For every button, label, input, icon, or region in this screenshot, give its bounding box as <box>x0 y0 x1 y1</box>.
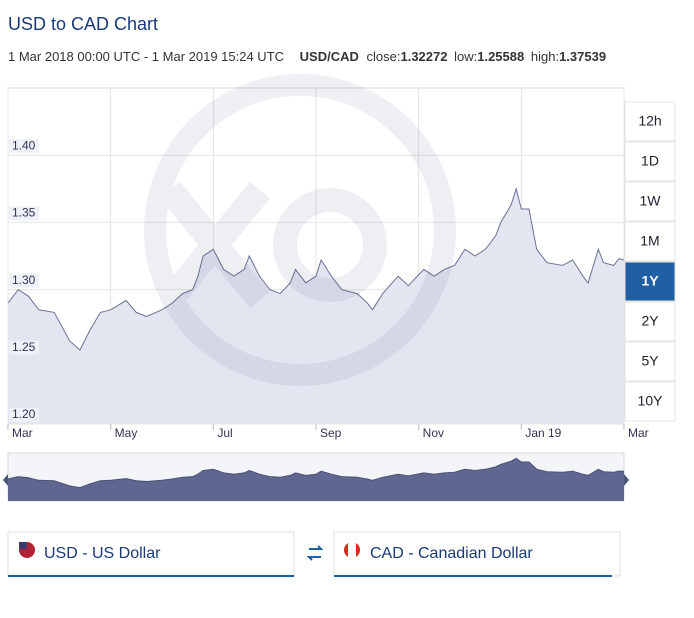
price-line <box>7 186 625 351</box>
y-tick-bg <box>9 408 39 422</box>
y-tick-bg <box>9 273 39 288</box>
period-label: 1D <box>641 153 659 169</box>
x-tick-label: Sep <box>320 426 342 440</box>
y-tick-bg <box>9 206 39 221</box>
y-tick-bg <box>9 340 39 355</box>
high: 1.37539 <box>559 49 606 64</box>
period-label: 1W <box>640 193 662 209</box>
x-tick-label: Mar <box>12 426 33 440</box>
axis-labels: 1.20 1.25 1.30 1.35 1.40 Mar May Jul Sep Nov Jan 1… <box>7 138 649 440</box>
x-tick-label: Mar <box>628 426 649 440</box>
high-label: high: <box>531 49 559 64</box>
close-label: close: <box>367 49 401 64</box>
y-tick-label: 1.40 <box>12 138 36 152</box>
range: 1 Mar 2018 00:00 UTC - 1 Mar 2019 15:24 … <box>8 49 284 64</box>
chart-title: USD to CAD Chart <box>8 14 158 34</box>
us-flag-canton <box>19 542 27 549</box>
series <box>7 186 625 424</box>
period-button[interactable] <box>624 381 676 422</box>
period-label: 2Y <box>641 313 659 329</box>
from-select[interactable] <box>7 531 295 577</box>
y-tick-bg <box>9 139 39 154</box>
period-label: 1Y <box>641 273 659 289</box>
period-button[interactable] <box>624 261 676 302</box>
period-label: 12h <box>638 113 661 129</box>
period-label: 10Y <box>638 393 664 409</box>
x-tick-label: Jan 19 <box>525 426 561 440</box>
from-currency: USD - US Dollar <box>44 545 161 562</box>
period-button[interactable] <box>624 341 676 382</box>
navigator-series <box>7 457 625 501</box>
x-tick-label: Jul <box>217 426 232 440</box>
pair: USD/CAD <box>300 49 359 64</box>
y-tick-label: 1.35 <box>12 206 36 220</box>
y-tick-label: 1.20 <box>12 407 36 421</box>
y-tick-label: 1.25 <box>12 340 36 354</box>
close: 1.32272 <box>400 49 447 64</box>
period-label: 1M <box>640 233 659 249</box>
y-tick-label: 1.30 <box>12 273 36 287</box>
summary: 1 Mar 2018 00:00 UTC - 1 Mar 2019 15:24 … <box>8 49 606 64</box>
navigator-line <box>7 457 625 489</box>
period-button[interactable] <box>624 221 676 262</box>
navigator-area <box>8 458 624 501</box>
period-button[interactable] <box>624 181 676 222</box>
x-tick-label: Nov <box>423 426 444 440</box>
swap-button[interactable] <box>306 545 324 561</box>
period-button[interactable] <box>624 301 676 342</box>
period-button[interactable] <box>624 141 676 182</box>
period-buttons: 12h 1D 1W 1M 1Y 2Y 5Y 10Y <box>624 101 676 422</box>
low-label: low: <box>454 49 477 64</box>
period-label: 5Y <box>641 353 659 369</box>
to-select[interactable] <box>333 531 621 577</box>
ca-flag-center <box>348 542 356 558</box>
low: 1.25588 <box>477 49 524 64</box>
to-currency: CAD - Canadian Dollar <box>370 545 533 562</box>
period-button[interactable] <box>624 101 676 142</box>
watermark <box>144 74 456 386</box>
price-area <box>8 188 624 424</box>
x-tick-label: May <box>115 426 138 440</box>
